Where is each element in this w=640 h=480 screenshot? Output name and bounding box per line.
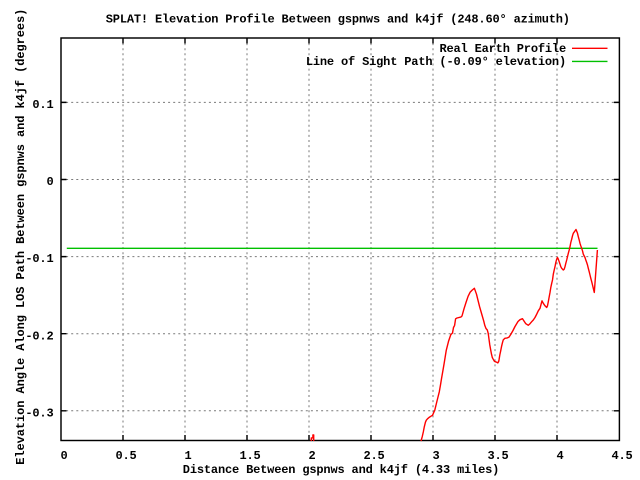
svg-text:-0.1: -0.1 xyxy=(25,252,53,266)
svg-text:4: 4 xyxy=(556,449,563,463)
svg-text:0.1: 0.1 xyxy=(32,98,53,112)
svg-text:0: 0 xyxy=(60,449,67,463)
svg-text:0: 0 xyxy=(46,175,53,189)
svg-text:0.5: 0.5 xyxy=(115,449,136,463)
svg-text:SPLAT! Elevation Profile Betwe: SPLAT! Elevation Profile Between gspnws … xyxy=(106,12,570,26)
svg-text:1: 1 xyxy=(184,449,191,463)
svg-text:Distance Between gspnws and k4: Distance Between gspnws and k4jf (4.33 m… xyxy=(183,463,499,477)
svg-text:-0.3: -0.3 xyxy=(25,406,53,420)
svg-text:Line of Sight Path (-0.09° ele: Line of Sight Path (-0.09° elevation) xyxy=(306,55,566,69)
svg-text:2.5: 2.5 xyxy=(363,449,384,463)
svg-text:3.5: 3.5 xyxy=(487,449,508,463)
svg-text:1.5: 1.5 xyxy=(239,449,260,463)
svg-text:Real Earth Profile: Real Earth Profile xyxy=(439,42,566,56)
svg-text:Elevation Angle Along LOS Path: Elevation Angle Along LOS Path Between g… xyxy=(14,9,28,465)
svg-text:4.5: 4.5 xyxy=(611,449,632,463)
svg-text:2: 2 xyxy=(308,449,315,463)
svg-text:3: 3 xyxy=(432,449,439,463)
svg-text:-0.2: -0.2 xyxy=(25,329,53,343)
